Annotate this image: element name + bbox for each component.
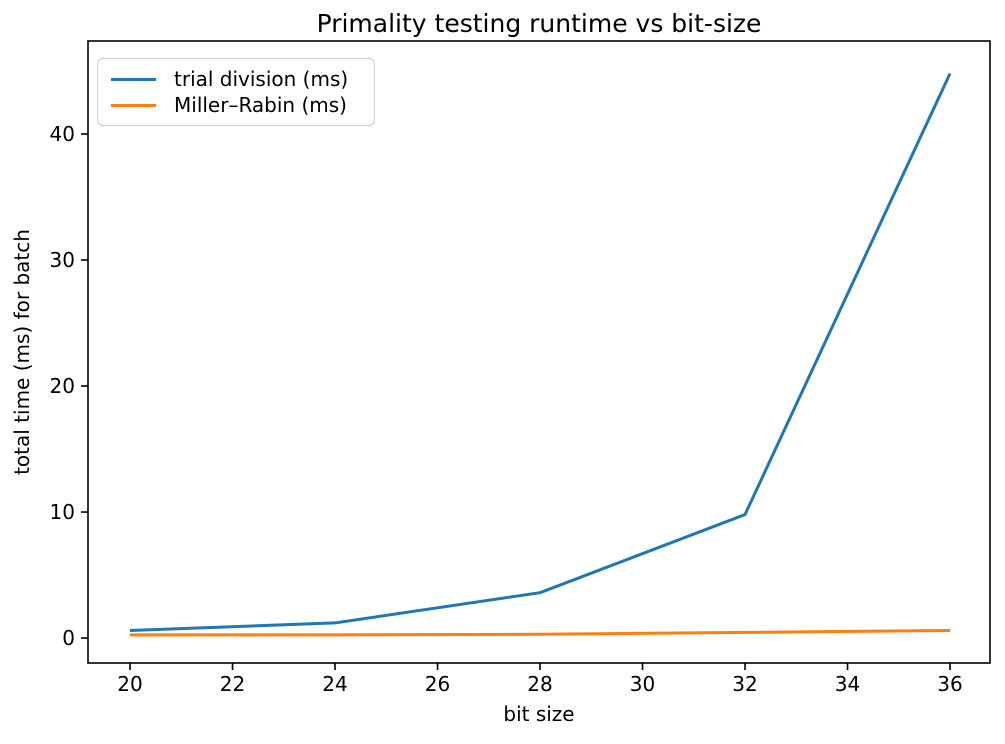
y-tick-label: 40 (49, 121, 75, 146)
legend-item-trial-division: trial division (ms) (110, 66, 362, 92)
x-tick-label: 22 (219, 672, 246, 696)
axes-frame (87, 40, 991, 664)
x-tick-label: 32 (732, 672, 758, 696)
legend-line-swatch-miller-rabin (111, 103, 156, 107)
x-tick-label: 34 (834, 672, 861, 696)
series-line-1 (130, 628, 951, 637)
x-tick-label: 24 (322, 672, 348, 696)
y-tick-label: 10 (49, 500, 75, 525)
x-tick-label: 26 (424, 672, 451, 696)
series-line-0 (129, 72, 952, 632)
x-tick-label: 30 (629, 672, 656, 696)
legend-label-trial-division: trial division (ms) (174, 67, 349, 91)
x-axis-label: bit size (503, 702, 575, 726)
legend-label-miller-rabin: Miller–Rabin (ms) (174, 93, 347, 117)
legend-line-swatch-trial-division (111, 77, 156, 81)
x-tick-label: 20 (117, 672, 143, 696)
x-tick-label: 36 (937, 672, 963, 696)
y-tick-label: 30 (49, 248, 75, 272)
y-tick-label: 0 (62, 626, 75, 651)
y-tick-label: 20 (49, 374, 75, 399)
x-tick-label: 28 (527, 672, 553, 696)
chart-title: Primality testing runtime vs bit-size (316, 9, 762, 38)
legend: trial division (ms) Miller–Rabin (ms) (97, 58, 375, 126)
legend-item-miller-rabin: Miller–Rabin (ms) (110, 92, 362, 118)
